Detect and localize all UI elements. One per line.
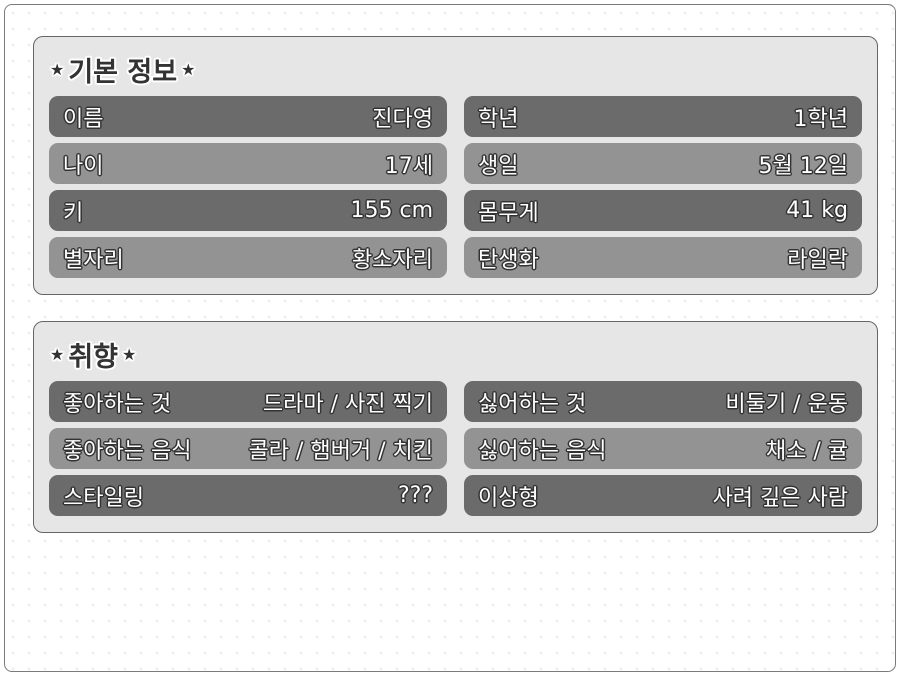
info-row-age: 나이 17세 <box>49 143 447 184</box>
pref-row-liked-food: 좋아하는 음식 콜라 / 햄버거 / 치킨 <box>49 428 447 469</box>
star-icon: ★ <box>50 59 65 79</box>
preferences-grid: 좋아하는 것 드라마 / 사진 찍기 싫어하는 것 비둘기 / 운동 좋아하는 … <box>49 381 862 516</box>
info-row-grade: 학년 1학년 <box>464 96 862 137</box>
pref-row-likes: 좋아하는 것 드라마 / 사진 찍기 <box>49 381 447 422</box>
row-label: 학년 <box>478 106 519 132</box>
row-value: 155 cm <box>350 198 433 223</box>
row-label: 나이 <box>63 153 104 179</box>
row-value: 진다영 <box>372 106 433 132</box>
profile-page: ★ 기본 정보 ★ 이름 진다영 학년 1학년 나이 17세 생일 5월 12일… <box>4 4 896 672</box>
star-icon: ★ <box>50 344 65 364</box>
row-value: 라일락 <box>787 247 848 273</box>
row-value: 드라마 / 사진 찍기 <box>262 391 433 417</box>
preferences-title-text: 취향 <box>68 341 119 373</box>
row-label: 이상형 <box>478 485 539 511</box>
row-value: 17세 <box>384 153 433 179</box>
row-value: 41 kg <box>786 198 848 223</box>
row-value: 황소자리 <box>352 247 433 273</box>
info-row-height: 키 155 cm <box>49 190 447 231</box>
row-value: 5월 12일 <box>758 153 848 179</box>
row-label: 몸무게 <box>478 200 539 226</box>
row-label: 좋아하는 음식 <box>63 438 192 464</box>
row-value: 비둘기 / 운동 <box>725 391 848 417</box>
row-label: 이름 <box>63 106 104 132</box>
basic-info-panel: ★ 기본 정보 ★ 이름 진다영 학년 1학년 나이 17세 생일 5월 12일… <box>33 36 878 295</box>
info-row-name: 이름 진다영 <box>49 96 447 137</box>
preferences-title: ★ 취향 ★ <box>50 334 136 374</box>
pref-row-styling: 스타일링 ??? <box>49 475 447 516</box>
pref-row-dislikes: 싫어하는 것 비둘기 / 운동 <box>464 381 862 422</box>
preferences-panel: ★ 취향 ★ 좋아하는 것 드라마 / 사진 찍기 싫어하는 것 비둘기 / 운… <box>33 321 878 533</box>
basic-info-title: ★ 기본 정보 ★ <box>50 49 195 89</box>
row-value: 콜라 / 햄버거 / 치킨 <box>248 438 433 464</box>
pref-row-ideal-type: 이상형 사려 깊은 사람 <box>464 475 862 516</box>
row-value: 1학년 <box>793 106 848 132</box>
row-value: 사려 깊은 사람 <box>712 485 848 511</box>
star-icon: ★ <box>122 344 137 364</box>
info-row-weight: 몸무게 41 kg <box>464 190 862 231</box>
info-row-zodiac: 별자리 황소자리 <box>49 237 447 278</box>
info-row-birth-flower: 탄생화 라일락 <box>464 237 862 278</box>
row-label: 스타일링 <box>63 485 144 511</box>
info-row-birthday: 생일 5월 12일 <box>464 143 862 184</box>
row-value: 채소 / 귤 <box>765 438 848 464</box>
row-label: 좋아하는 것 <box>63 391 172 417</box>
row-label: 탄생화 <box>478 247 539 273</box>
pref-row-disliked-food: 싫어하는 음식 채소 / 귤 <box>464 428 862 469</box>
row-label: 별자리 <box>63 247 124 273</box>
row-label: 키 <box>63 200 84 226</box>
row-label: 생일 <box>478 153 519 179</box>
row-value: ??? <box>397 483 433 508</box>
star-icon: ★ <box>181 59 196 79</box>
row-label: 싫어하는 음식 <box>478 438 607 464</box>
basic-info-title-text: 기본 정보 <box>68 56 178 88</box>
row-label: 싫어하는 것 <box>478 391 587 417</box>
basic-info-grid: 이름 진다영 학년 1학년 나이 17세 생일 5월 12일 키 155 cm … <box>49 96 862 278</box>
